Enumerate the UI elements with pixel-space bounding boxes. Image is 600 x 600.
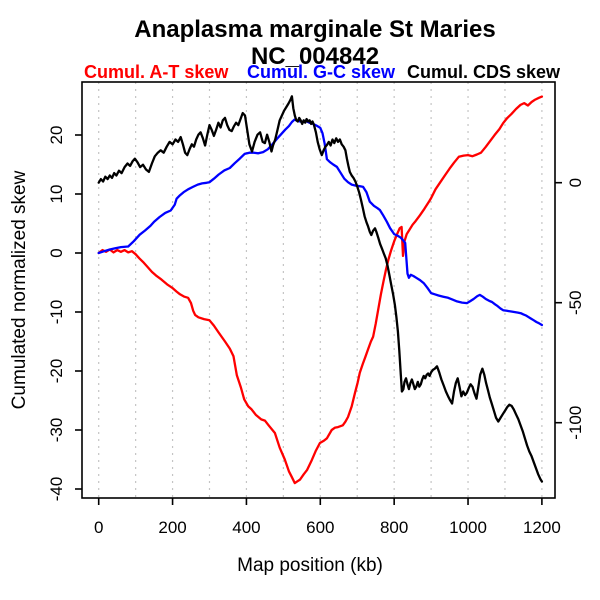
x-tick-label: 600 xyxy=(306,518,334,537)
legend-cds-skew: Cumul. CDS skew xyxy=(407,62,561,82)
x-tick-label: 1200 xyxy=(523,518,561,537)
gridlines xyxy=(98,82,543,498)
y-right-tick-label: 0 xyxy=(566,178,585,187)
legend-gc-skew: Cumul. G-C skew xyxy=(247,62,396,82)
y-right-tick-label: -100 xyxy=(566,406,585,440)
y-left-tick-label: -30 xyxy=(47,418,66,443)
data-series xyxy=(97,95,544,485)
axis-ticks: 0 200 400 600 800 1000 1200-40-30-20-10010200-… xyxy=(47,126,585,537)
x-tick-label: 200 xyxy=(158,518,186,537)
y-left-tick-label: -20 xyxy=(47,359,66,384)
y-left-tick-label: 0 xyxy=(47,248,66,257)
plot-border xyxy=(81,81,556,499)
legend-at-skew: Cumul. A-T skew xyxy=(84,62,229,82)
chart-title-line2: NC_004842 xyxy=(250,43,380,70)
x-tick-label: 1000 xyxy=(449,518,487,537)
y-left-tick-label: -40 xyxy=(47,477,66,502)
x-tick-label: 800 xyxy=(380,518,408,537)
y-left-tick-label: 10 xyxy=(47,185,66,204)
series-cumul-a-t-skew xyxy=(97,95,544,485)
series-cumul-cds-skew xyxy=(97,95,544,483)
plot-frame xyxy=(81,81,556,499)
y-axis-label: Cumulated normalized skew xyxy=(9,170,30,409)
chart-title-line1: Anaplasma marginale St Maries xyxy=(134,16,496,43)
y-left-tick-label: 20 xyxy=(47,126,66,145)
x-tick-label: 400 xyxy=(232,518,260,537)
x-tick-label: 0 xyxy=(94,518,103,537)
y-right-tick-label: -50 xyxy=(566,290,585,315)
series-cumul-g-c-skew xyxy=(97,118,544,327)
x-axis-label: Map position (kb) xyxy=(237,555,383,576)
y-left-tick-label: -10 xyxy=(47,300,66,325)
